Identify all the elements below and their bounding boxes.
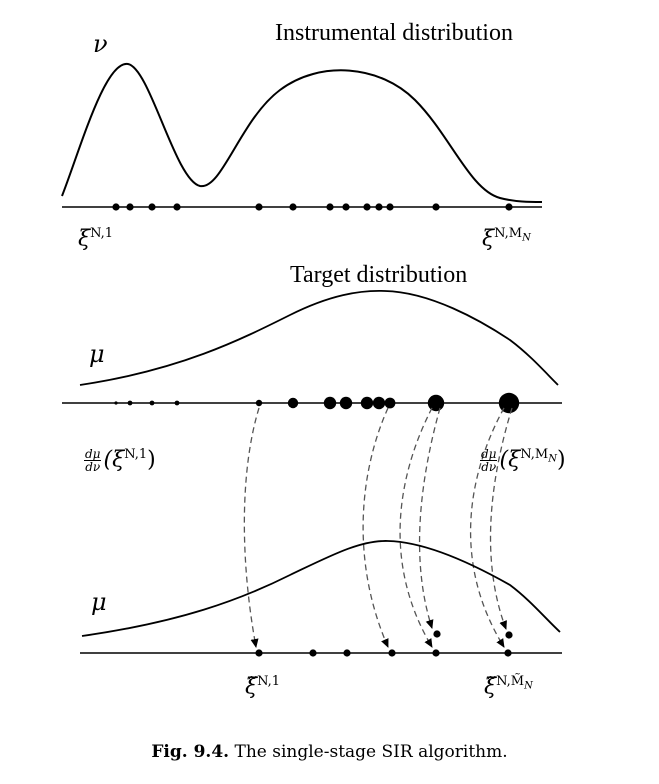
instrumental-particle <box>386 203 394 211</box>
resampled-particle <box>388 649 396 657</box>
instrumental-particle <box>363 203 371 211</box>
first-weight-label: dμ dν (ξN,1) <box>84 446 156 474</box>
target-title: Target distribution <box>290 262 468 288</box>
weighted-particle <box>498 392 520 414</box>
figure-number: Fig. 9.4. <box>151 742 230 762</box>
figure-caption: Fig. 9.4. The single-stage SIR algorithm… <box>0 742 659 762</box>
resampling-arrow <box>470 407 505 648</box>
resampled-last-particle-label: ξ̃N,M̃N <box>484 674 533 700</box>
resampled-panel <box>80 540 562 657</box>
instrumental-title: Instrumental distribution <box>275 20 513 46</box>
resampling-arrow <box>399 407 433 648</box>
resampling-arrow <box>489 407 513 630</box>
resampled-particle <box>343 649 351 657</box>
weighted-particle <box>339 396 353 410</box>
resampled-density-curve <box>81 540 561 637</box>
target-panel <box>62 289 562 414</box>
weighted-particle <box>287 397 299 409</box>
instrumental-particle <box>432 203 440 211</box>
weighted-particle <box>372 396 386 410</box>
target-density-curve <box>79 289 559 386</box>
instrumental-particle <box>255 203 263 211</box>
resampling-arrow <box>418 407 441 629</box>
weighted-particle <box>149 400 155 406</box>
resampling-arrows <box>243 407 513 648</box>
resampled-particle <box>432 649 440 657</box>
instrumental-density-curve <box>61 62 543 203</box>
weighted-particle <box>360 396 374 410</box>
weighted-particle <box>114 401 118 405</box>
weighted-particle <box>174 400 180 406</box>
target-density-symbol: μ <box>89 340 105 368</box>
instrumental-particle <box>326 203 334 211</box>
instrumental-particle <box>148 203 156 211</box>
resampled-density-symbol: μ <box>91 588 107 616</box>
figure-caption-text: The single-stage SIR algorithm. <box>234 742 508 762</box>
instrumental-particle <box>505 203 513 211</box>
instrumental-particle <box>375 203 383 211</box>
resampled-particles <box>255 630 513 657</box>
weighted-particle <box>384 397 396 409</box>
last-weight-label: dμ dν (ξN,MN) <box>480 446 566 474</box>
instrumental-first-particle-label: ξN,1 <box>78 226 114 252</box>
instrumental-particle <box>112 203 120 211</box>
resampled-particle <box>309 649 317 657</box>
weighted-particle <box>127 400 133 406</box>
resampled-particle-duplicate <box>505 631 513 639</box>
instrumental-particle <box>173 203 181 211</box>
resampling-arrow <box>243 407 260 648</box>
resampled-particle <box>255 649 263 657</box>
instrumental-last-particle-label: ξN,MN <box>482 226 531 252</box>
resampling-arrow <box>362 407 389 648</box>
weighted-particle <box>323 396 337 410</box>
instrumental-particle <box>289 203 297 211</box>
instrumental-density-symbol: ν <box>93 30 108 58</box>
instrumental-particles <box>112 203 513 211</box>
weighted-particle <box>427 394 445 412</box>
instrumental-particle <box>342 203 350 211</box>
instrumental-particle <box>126 203 134 211</box>
instrumental-panel <box>61 62 543 211</box>
resampled-particle <box>504 649 512 657</box>
sir-diagram <box>61 62 562 657</box>
weighted-particle <box>255 399 263 407</box>
resampled-first-particle-label: ξ̃N,1 <box>245 674 281 700</box>
resampled-particle-duplicate <box>433 630 441 638</box>
